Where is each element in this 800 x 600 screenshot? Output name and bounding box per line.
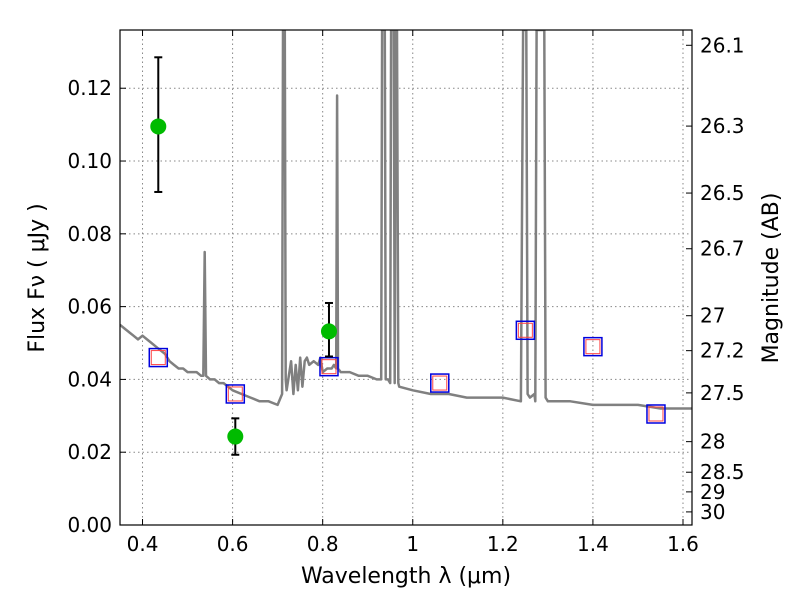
model-point <box>646 404 666 424</box>
x-tick-label: 0.4 <box>127 532 159 556</box>
x-tick-label: 1.4 <box>577 532 609 556</box>
x-axis-ticks: 0.4 0.6 0.8 1 1.2 1.4 1.6 <box>127 30 699 556</box>
observed-point <box>227 428 244 445</box>
model-point <box>148 347 169 368</box>
y-tick-label: 0.06 <box>67 295 112 319</box>
y-axis-ticks: 0.00 0.02 0.04 0.06 0.08 0.10 0.12 <box>67 76 126 537</box>
y2-tick-label: 26.7 <box>700 237 745 261</box>
model-point-inner <box>585 339 601 355</box>
x-tick-label: 1.6 <box>667 532 699 556</box>
y2-tick-label: 27 <box>700 304 725 328</box>
y2-tick-label: 29 <box>700 480 725 504</box>
y-tick-label: 0.02 <box>67 440 112 464</box>
y2-tick-label: 26.3 <box>700 114 745 138</box>
x-tick-label: 1 <box>406 532 419 556</box>
y2-tick-label: 27.5 <box>700 381 745 405</box>
y2-tick-label: 27.2 <box>700 339 745 363</box>
model-point <box>515 320 536 341</box>
y-tick-label: 0.10 <box>67 149 112 173</box>
model-point <box>430 373 450 393</box>
model-point-inner <box>432 375 448 391</box>
y2-tick-label: 28 <box>700 430 725 454</box>
grid <box>120 30 692 525</box>
y2-tick-label: 26.1 <box>700 33 745 57</box>
spectrum-line <box>120 30 692 410</box>
plot-frame <box>119 29 693 526</box>
model-point-inner <box>321 359 337 375</box>
x-tick-label: 1.2 <box>487 532 519 556</box>
model-point-inner <box>227 386 243 402</box>
x-tick-label: 0.6 <box>217 532 249 556</box>
y-tick-label: 0.12 <box>67 76 112 100</box>
y-tick-label: 0.00 <box>67 513 112 537</box>
x-tick-label: 0.8 <box>307 532 339 556</box>
y2-axis-label: Magnitude (AB) <box>759 193 784 364</box>
model-point-inner <box>150 350 166 366</box>
model-point-inner <box>517 322 533 338</box>
y2-tick-label: 30 <box>700 500 725 524</box>
y2-tick-label: 26.5 <box>700 181 745 205</box>
observed-point <box>320 323 337 340</box>
model-point <box>583 336 603 357</box>
observed-point <box>150 118 167 135</box>
model-point <box>319 356 339 377</box>
model-point-inner <box>648 406 664 422</box>
model-point <box>225 384 246 404</box>
y2-tick-label: 28.5 <box>700 460 745 484</box>
observed-series <box>150 56 337 456</box>
x-axis-label: Wavelength λ (μm) <box>301 564 511 589</box>
y-axis-label: Flux Fν ( μJy ) <box>25 203 50 352</box>
y-tick-label: 0.08 <box>67 222 112 246</box>
spectrum-series <box>120 30 692 410</box>
y-tick-label: 0.04 <box>67 367 112 391</box>
model-series <box>148 320 666 424</box>
